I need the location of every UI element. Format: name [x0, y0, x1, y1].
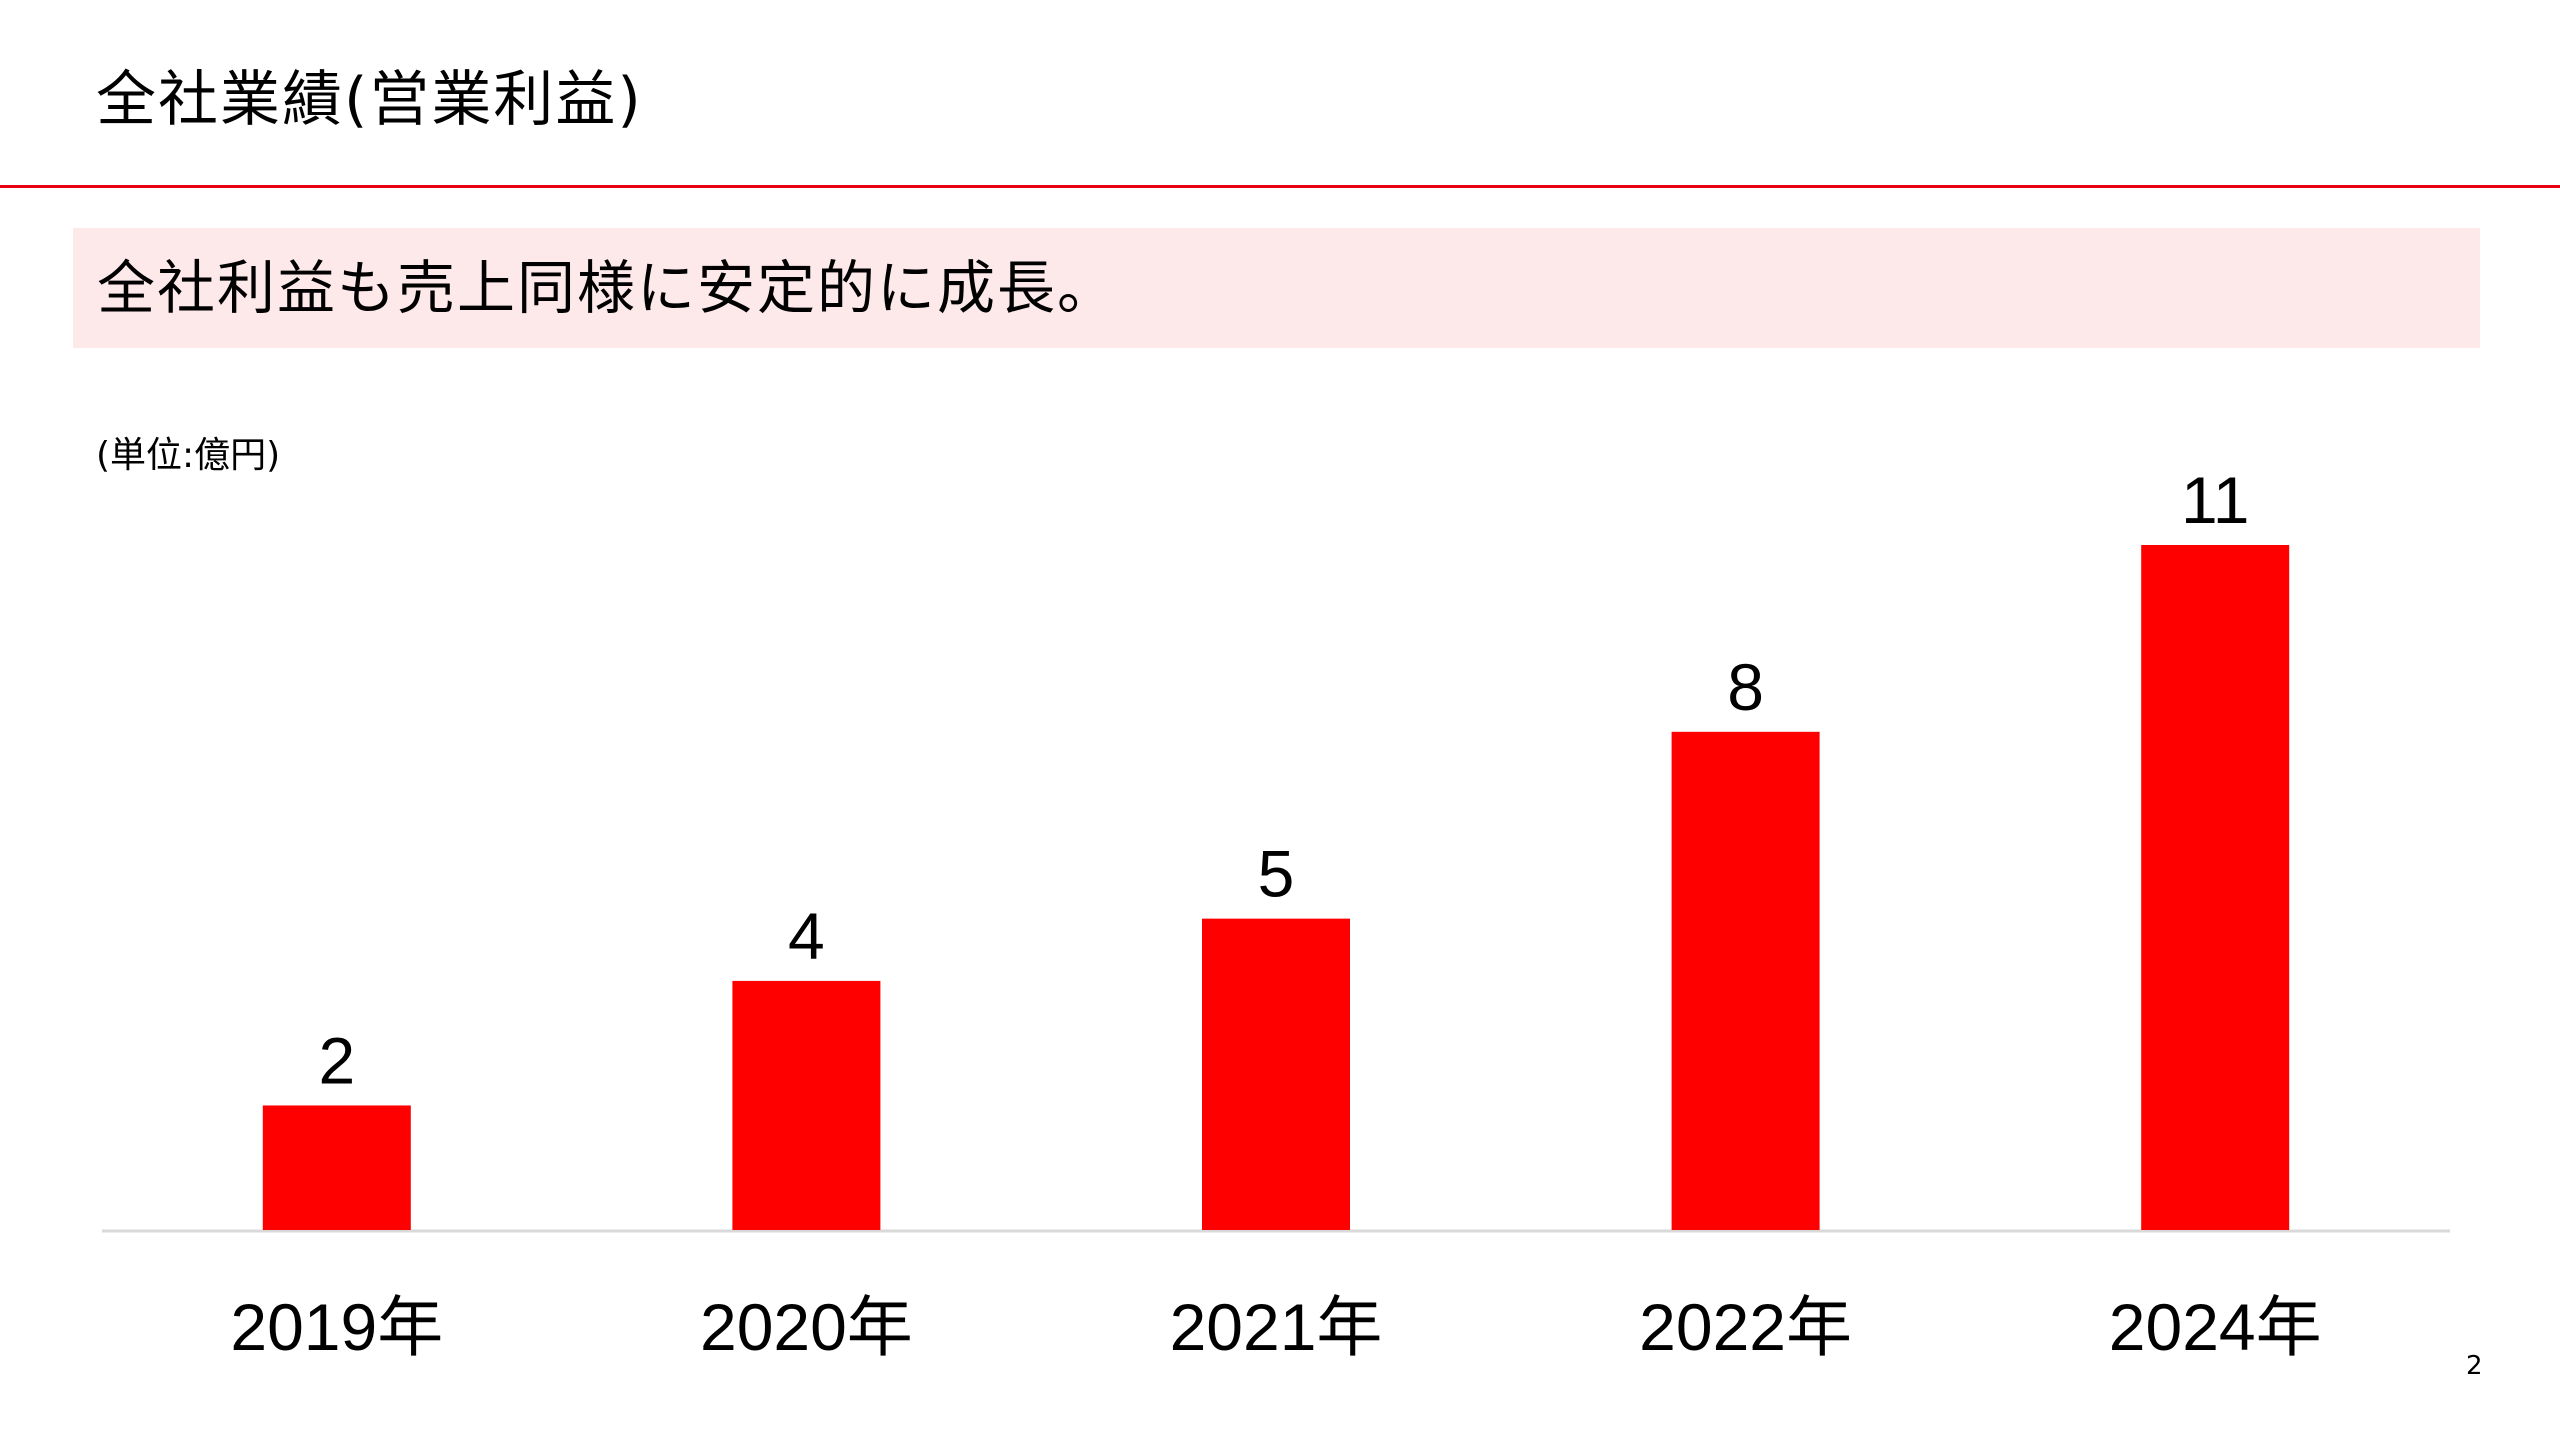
- bar-2022年: [1671, 731, 1820, 1230]
- chart-value-labels: 2 4 5 8 11: [318, 463, 2249, 1097]
- key-message-text: 全社利益も売上同様に安定的に成長。: [97, 254, 1118, 322]
- slide-title: 全社業績(営業利益): [96, 65, 643, 135]
- category-label: 2020年: [700, 1290, 913, 1364]
- category-label: 2019年: [230, 1290, 443, 1364]
- data-label: 2: [318, 1023, 355, 1097]
- page-number: 2: [2466, 1351, 2483, 1381]
- category-label: 2021年: [1170, 1290, 1383, 1364]
- bar-2019年: [262, 1105, 411, 1230]
- data-label: 4: [788, 899, 825, 973]
- chart-bars: [262, 545, 2290, 1230]
- data-label: 5: [1258, 837, 1295, 911]
- chart-category-labels: 2019年 2020年 2021年 2022年 2024年: [230, 1290, 2321, 1364]
- data-label: 8: [1727, 650, 1764, 724]
- bar-2020年: [732, 980, 881, 1230]
- bar-2021年: [1202, 918, 1350, 1230]
- unit-label: (単位:億円): [96, 435, 281, 476]
- bar-2024年: [2141, 545, 2290, 1230]
- category-label: 2022年: [1639, 1290, 1852, 1364]
- data-label: 11: [2181, 463, 2250, 537]
- category-label: 2024年: [2109, 1290, 2322, 1364]
- title-divider: [0, 185, 2560, 188]
- key-message-box: 全社利益も売上同様に安定的に成長。: [73, 228, 2480, 348]
